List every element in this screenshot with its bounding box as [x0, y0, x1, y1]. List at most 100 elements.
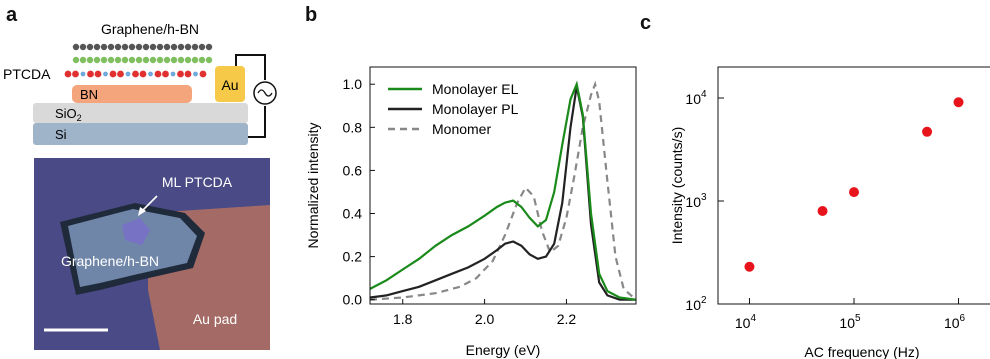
bn-label: BN: [80, 87, 98, 102]
si-label: Si: [55, 127, 67, 142]
x-tick-label: 2.2: [557, 311, 577, 327]
graphene-atom: [107, 43, 115, 51]
ptcda-molecule: [162, 70, 169, 78]
ml-ptcda-label: ML PTCDA: [162, 174, 233, 190]
graphene-atom: [156, 43, 164, 51]
sio2-label: SiO2: [55, 106, 82, 123]
hbn-layer: [72, 56, 213, 64]
hbn-atom: [128, 56, 136, 64]
graphene-hbn-flake: [68, 209, 197, 287]
sio2-layer: [33, 103, 248, 123]
au-electrode: [215, 66, 245, 102]
hbn-atom: [93, 56, 101, 64]
ptcda-molecule: [184, 70, 192, 78]
ptcda-molecule: [170, 71, 176, 77]
y-tick-label: 103: [685, 192, 707, 210]
graphene-atom: [114, 43, 122, 51]
ptcda-molecule: [117, 70, 124, 78]
x-tick-label: 2.0: [475, 311, 495, 327]
hbn-atom: [156, 56, 164, 64]
x-tick-label: 105: [839, 313, 861, 331]
hbn-atom: [142, 56, 150, 64]
au-pad-label: Au pad: [193, 311, 237, 327]
hbn-atom: [100, 56, 108, 64]
ptcda-molecule: [94, 70, 102, 78]
ptcda-label: PTCDA: [3, 66, 51, 82]
spectra-curves: [369, 80, 637, 301]
graphene-atom: [142, 43, 150, 51]
legend-label: Monomer: [432, 121, 491, 137]
ptcda-molecule: [125, 71, 131, 77]
y-tick-label: 0.8: [343, 119, 363, 135]
y-tick-label: 102: [685, 295, 707, 313]
y-tick-label: 104: [685, 89, 707, 107]
graphene-atom: [198, 43, 206, 51]
hbn-atom: [163, 56, 171, 64]
data-point: [744, 261, 755, 272]
frequency-chart: 104 105 106 102 103 104 AC frequency (Hz) Int…: [669, 66, 990, 359]
hbn-atom: [170, 56, 178, 64]
data-point: [922, 126, 933, 137]
panel-letter-a: a: [6, 4, 18, 26]
graphene-atom: [86, 43, 94, 51]
ptcda-molecule: [87, 70, 94, 78]
frequency-y-axis-label: Intensity (counts/s): [669, 127, 685, 245]
ptcda-molecule: [199, 70, 207, 78]
wire-bottom: [248, 106, 266, 138]
ptcda-molecule: [139, 70, 147, 78]
data-point: [953, 97, 964, 108]
x-tick-label: 106: [944, 313, 966, 331]
wire-top: [235, 54, 266, 80]
y-tick-label: 0.2: [343, 249, 363, 265]
data-point: [849, 187, 859, 198]
ptcda-molecule: [177, 70, 184, 78]
ptcda-molecule: [80, 71, 86, 77]
graphene-atom: [191, 43, 199, 51]
graphene-atom: [163, 43, 171, 51]
hbn-atom: [79, 56, 87, 64]
panel-letter-c: c: [640, 12, 652, 34]
series-line-monolayer-el: [369, 80, 637, 301]
frequency-points: [744, 97, 964, 272]
ptcda-molecule: [193, 71, 198, 77]
graphene-atom: [205, 43, 213, 51]
ml-ptcda-arrow: [140, 195, 158, 213]
spectra-ticks: 1.8 2.0 2.2 0.0 0.2 0.4 0.6 0.8 1.0: [343, 76, 577, 327]
graphene-atom: [72, 43, 80, 51]
y-tick-label: 1.0: [343, 76, 363, 92]
ptcda-layer: [64, 70, 207, 78]
series-line-monolayer-pl: [369, 86, 636, 301]
ptcda-molecule: [64, 70, 72, 78]
hbn-atom: [114, 56, 122, 64]
hbn-atom: [135, 56, 143, 64]
graphene-atom: [184, 43, 192, 51]
ac-wave-icon: [257, 89, 273, 97]
si-layer: [33, 123, 248, 145]
spectra-x-axis-label: Energy (eV): [466, 342, 541, 358]
y-tick-label: 0.4: [343, 206, 363, 222]
graphene-atom: [135, 43, 143, 51]
au-label: Au: [221, 77, 238, 93]
flake-label: Graphene/h-BN: [61, 253, 159, 269]
ptcda-molecule: [154, 70, 162, 78]
ptcda-molecule: [72, 70, 79, 78]
graphene-atom: [100, 43, 108, 51]
spectra-chart: 1.8 2.0 2.2 0.0 0.2 0.4 0.6 0.8 1.0 Monolayer EL…: [305, 66, 637, 358]
y-tick-label: 0.0: [343, 292, 363, 308]
ml-ptcda-region: [122, 218, 150, 245]
graphene-atom: [93, 43, 101, 51]
optical-micrograph: ML PTCDA Graphene/h-BN Au pad: [34, 158, 270, 350]
spectra-legend: Monolayer EL Monolayer PL Monomer: [388, 81, 519, 137]
ptcda-molecule: [148, 71, 153, 77]
frequency-x-axis-label: AC frequency (Hz): [804, 344, 919, 359]
frequency-plot-frame: [717, 66, 990, 305]
panel-letter-b: b: [305, 4, 318, 26]
hbn-atom: [72, 56, 80, 64]
bn-layer: [72, 85, 192, 103]
ptcda-molecule: [103, 71, 108, 77]
ptcda-molecule: [109, 70, 117, 78]
graphene-layer: [72, 43, 213, 51]
graphene-atom: [170, 43, 178, 51]
frequency-ticks: 104 105 106 102 103 104: [685, 89, 965, 331]
spectra-y-axis-label: Normalized intensity: [305, 122, 321, 248]
